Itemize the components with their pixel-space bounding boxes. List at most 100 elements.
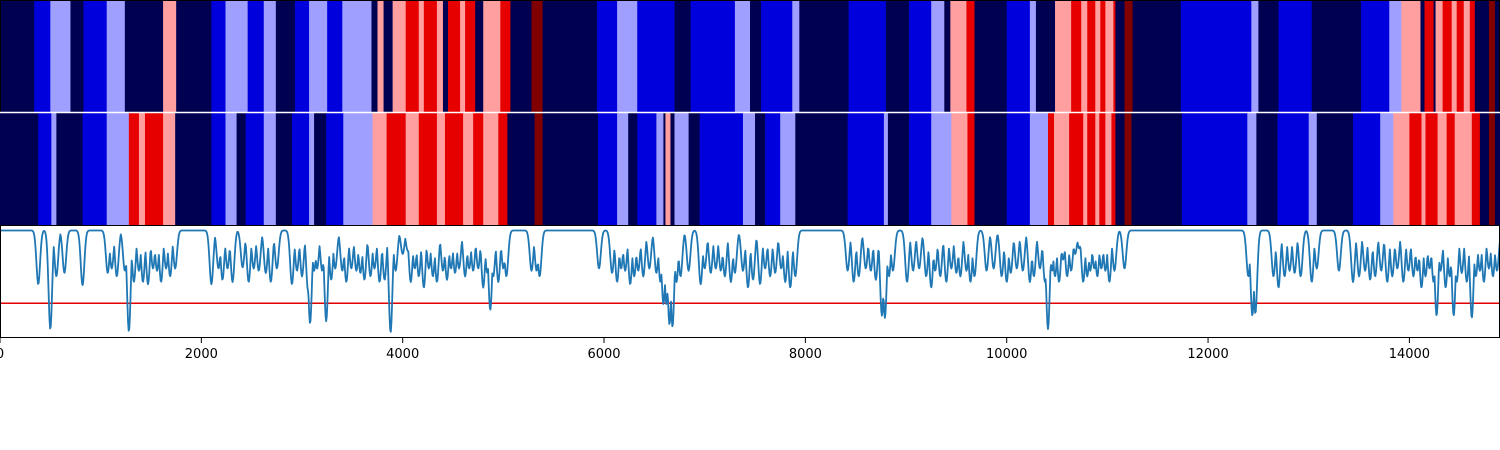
heatmap-segment <box>1463 0 1471 112</box>
x-tick-label: 6000 <box>587 347 620 362</box>
heatmap-segment <box>444 113 464 225</box>
heatmap-segment <box>309 0 328 112</box>
heatmap-segment <box>327 0 343 112</box>
heatmap-segment <box>0 0 35 112</box>
heatmap-segment <box>1099 113 1106 225</box>
heatmap-segment <box>1256 113 1278 225</box>
heatmap-segment <box>1479 113 1490 225</box>
heatmap-segment <box>1474 0 1490 112</box>
heatmap-segment <box>637 113 657 225</box>
heatmap-segment <box>211 113 226 225</box>
heatmap-segment <box>765 113 781 225</box>
heatmap-segment <box>597 113 618 225</box>
heatmap-segment <box>500 0 511 112</box>
heatmap-segment <box>674 0 692 112</box>
heatmap-segment <box>688 113 701 225</box>
heatmap-segment <box>1113 0 1116 112</box>
heatmap-segment <box>1132 0 1182 112</box>
heatmap-segment <box>343 113 373 225</box>
heatmap-segment <box>1095 0 1101 112</box>
heatmap-segment <box>1308 113 1318 225</box>
heatmap-segment <box>755 113 766 225</box>
heatmap-segment <box>974 0 1008 112</box>
heatmap-track-top <box>0 0 1500 112</box>
heatmap-segment <box>1247 113 1257 225</box>
heatmap-segment <box>887 113 910 225</box>
heatmap-segment <box>1488 113 1496 225</box>
heatmap-segment <box>1029 113 1049 225</box>
heatmap-segment <box>944 0 951 112</box>
heatmap-segment <box>1251 0 1259 112</box>
heatmap-segment <box>176 0 212 112</box>
heatmap-segment <box>656 113 664 225</box>
heatmap-segment <box>436 113 446 225</box>
heatmap-segment <box>670 113 675 225</box>
heatmap-segment <box>1006 113 1031 225</box>
heatmap-segment <box>1124 0 1133 112</box>
heatmap-segment <box>247 0 265 112</box>
heatmap-segment <box>617 113 629 225</box>
heatmap-segment <box>1454 113 1473 225</box>
heatmap-segment <box>761 0 793 112</box>
heatmap-segment <box>163 113 176 225</box>
heatmap-segment <box>931 0 945 112</box>
x-tick-label: 8000 <box>789 347 822 362</box>
heatmap-segment <box>383 0 394 112</box>
heatmap-segment <box>463 113 474 225</box>
heatmap-segment <box>674 113 689 225</box>
heatmap-segment <box>342 0 372 112</box>
heatmap-segment <box>1316 113 1354 225</box>
heatmap-segment <box>931 113 952 225</box>
heatmap-segment <box>275 0 296 112</box>
heatmap-segment <box>236 113 247 225</box>
heatmap-segment <box>418 113 438 225</box>
heatmap-segment <box>1393 113 1410 225</box>
x-tick-label: 14000 <box>1389 347 1430 362</box>
heatmap-segment <box>56 113 83 225</box>
heatmap-segment <box>795 113 849 225</box>
heatmap-segment <box>750 0 762 112</box>
heatmap-segment <box>690 0 736 112</box>
heatmap-segment <box>124 0 164 112</box>
line-panel-background <box>0 226 1500 338</box>
heatmap-segment <box>211 0 226 112</box>
heatmap-segment <box>1469 0 1476 112</box>
heatmap-segment <box>263 0 277 112</box>
heatmap-segment <box>663 113 666 225</box>
heatmap-segment <box>1115 0 1125 112</box>
heatmap-segment <box>138 113 146 225</box>
heatmap-segment <box>225 113 237 225</box>
heatmap-segment <box>1047 113 1055 225</box>
heatmap-segment <box>1409 113 1422 225</box>
heatmap-segment <box>326 113 344 225</box>
heatmap-segment <box>245 113 265 225</box>
heatmap-segment <box>883 113 889 225</box>
heatmap-segment <box>423 0 438 112</box>
heatmap-segment <box>447 0 461 112</box>
heatmap-segment <box>1087 113 1096 225</box>
heatmap-segment <box>1100 0 1106 112</box>
heatmap-segment <box>1087 0 1096 112</box>
heatmap-segment <box>38 113 52 225</box>
heatmap-segment <box>377 0 384 112</box>
heatmap-segment <box>909 113 932 225</box>
heatmap-segment <box>106 113 130 225</box>
heatmap-segment <box>442 0 449 112</box>
heatmap-segment <box>1258 0 1279 112</box>
heatmap-segment <box>1071 0 1082 112</box>
heatmap-segment <box>275 113 293 225</box>
heatmap-segment <box>405 113 420 225</box>
heatmap-segment <box>1124 113 1132 225</box>
heatmap-segment <box>1494 0 1500 112</box>
heatmap-segment <box>542 0 598 112</box>
heatmap-segment <box>792 0 800 112</box>
heatmap-segment <box>637 0 675 112</box>
heatmap-segment <box>314 113 327 225</box>
heatmap-segment <box>542 113 599 225</box>
heatmap-segment <box>1353 113 1381 225</box>
heatmap-segment <box>1425 113 1438 225</box>
x-tick-label: 0 <box>0 347 4 362</box>
heatmap-segment <box>163 0 177 112</box>
heatmap-segment <box>291 113 310 225</box>
heatmap-segment <box>70 0 84 112</box>
